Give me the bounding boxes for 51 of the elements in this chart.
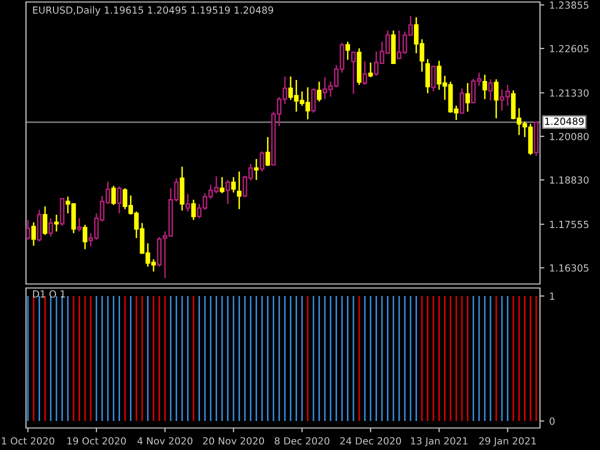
x-tick-label: 1 Oct 2020 (2, 437, 54, 445)
x-tick-label: 4 Nov 2020 (137, 437, 192, 445)
candlestick (425, 58, 430, 94)
y-tick-label: 0 (550, 417, 555, 425)
candlestick (42, 206, 48, 236)
candlestick (431, 65, 436, 92)
candlestick (254, 158, 259, 181)
chart-title: EURUSD,Daily 1.19615 1.20495 1.19519 1.20489 (33, 6, 274, 16)
candlestick (26, 219, 30, 240)
x-tick-label: 8 Dec 2020 (274, 437, 330, 445)
candlestick (220, 176, 224, 194)
candlestick (460, 88, 464, 114)
candlestick (82, 224, 88, 250)
x-tick-label: 29 Jan 2021 (479, 437, 536, 446)
x-tick-label: 13 Jan 2021 (411, 437, 468, 446)
y-tick-label: 1.17555 (550, 220, 588, 228)
y-tick-label: 1.21330 (550, 89, 589, 97)
candlestick (236, 170, 242, 210)
candlestick (311, 88, 316, 114)
candlestick (186, 193, 190, 212)
candlestick (265, 136, 270, 167)
x-tick-label: 24 Dec 2020 (340, 437, 401, 445)
candlestick (482, 74, 488, 100)
candlestick (226, 179, 230, 205)
candlestick (351, 50, 356, 95)
y-tick-label: 1.23855 (550, 1, 588, 9)
y-tick-label: 1.16305 (550, 264, 588, 272)
candlestick (316, 81, 322, 102)
candlestick (48, 218, 54, 238)
candlestick (54, 214, 59, 232)
ref-line-label: 1.20489 (545, 118, 584, 125)
x-tick-label: 19 Oct 2020 (67, 437, 126, 445)
candlestick (77, 218, 82, 232)
y-tick-label: 1.18830 (550, 176, 589, 184)
y-tick-label: 1.22605 (550, 44, 588, 52)
candlestick (488, 78, 493, 102)
candlestick (191, 199, 196, 221)
chart-title: D1 O 1 (33, 290, 65, 298)
candlestick (362, 60, 368, 86)
candlestick (116, 186, 122, 214)
candlestick (231, 176, 236, 194)
candlestick (368, 62, 373, 78)
candlestick (111, 185, 116, 206)
y-tick-label: 1 (550, 292, 554, 300)
candlestick (345, 40, 350, 60)
candlestick (494, 78, 499, 119)
candlestick (260, 150, 264, 172)
x-tick-label: 20 Nov 2020 (203, 437, 264, 445)
y-tick-label: 1.20080 (550, 132, 589, 140)
candlestick (31, 222, 36, 246)
candlestick (465, 82, 470, 112)
